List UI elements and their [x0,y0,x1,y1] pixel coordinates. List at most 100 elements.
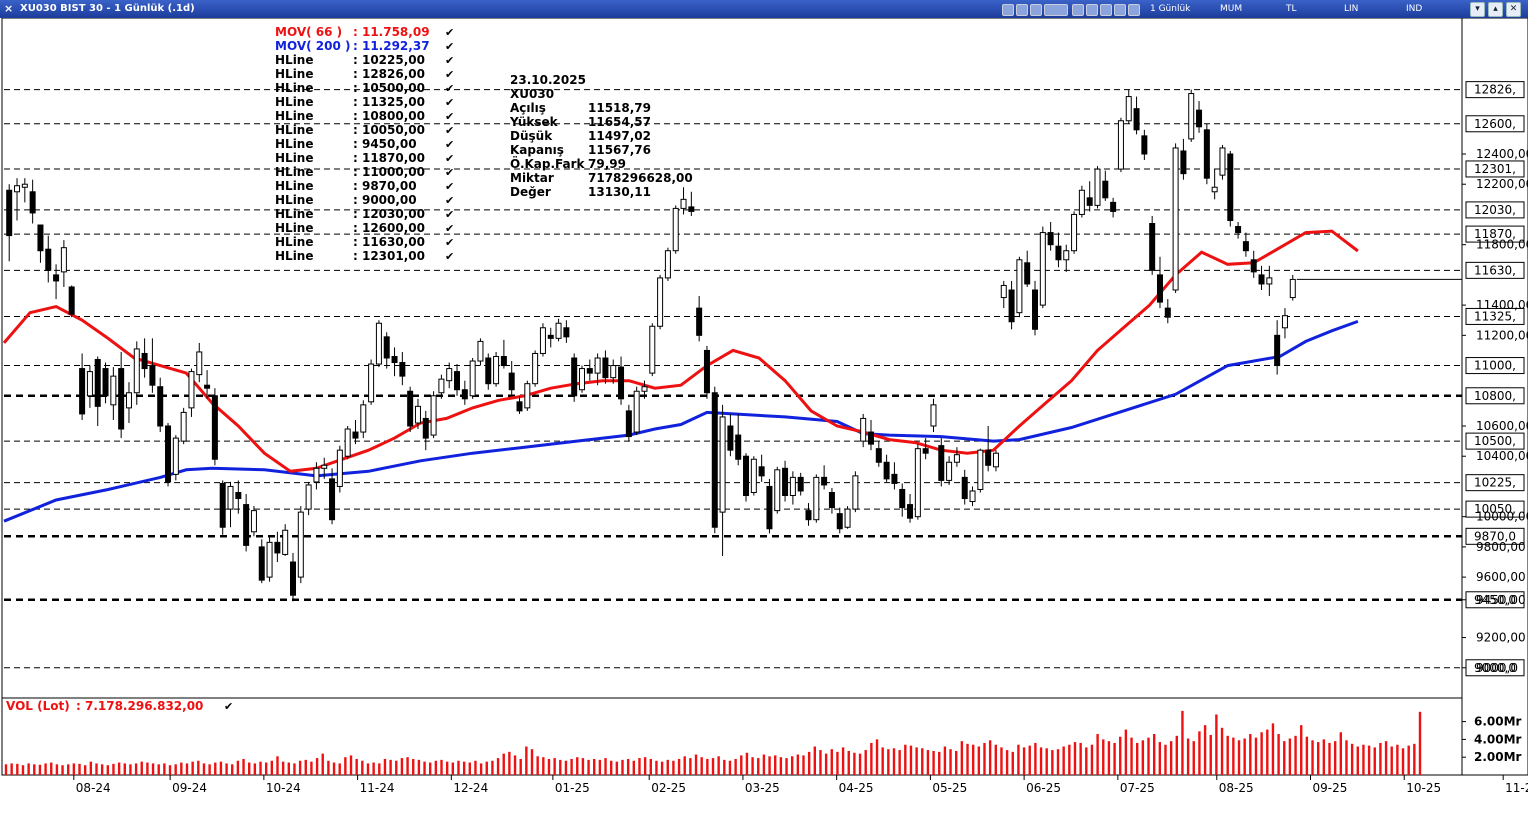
candle-body [477,340,484,362]
info-label: Kapanış [510,143,564,157]
volume-bar [1011,751,1014,775]
candle-body [1125,96,1132,122]
candle-body [758,466,765,477]
volume-bar [191,761,194,775]
volume-bar [1113,742,1116,775]
volume-bar [875,739,879,775]
y-tick-label: 9800,00 [1476,540,1526,554]
volume-bar [819,750,822,775]
arrow-icon[interactable] [1100,4,1112,16]
hline-axis-label: 11870, [1474,227,1516,241]
legend-label: HLine [275,109,313,123]
volume-bar [626,758,630,775]
volume-bar [304,759,307,775]
draw-icon[interactable] [1030,4,1042,16]
candle-body [227,485,234,510]
volume-bar [1232,737,1235,775]
candle-body [555,322,562,339]
candle-body [891,473,898,484]
candle-body [344,428,351,457]
hline-axis-label: 10500, [1474,434,1516,448]
minimize-button[interactable]: ▾ [1470,2,1485,17]
volume-bar [1396,744,1399,775]
settings-icon[interactable] [1016,4,1028,16]
volume-bar [33,764,36,775]
close-button[interactable]: ✕ [1506,2,1521,17]
legend-value: : 10800,00 [353,109,425,123]
more-icon[interactable] [1128,4,1140,16]
interval-button[interactable]: 1 Günlük [1150,4,1191,14]
volume-bar [44,763,47,775]
volume-bar [915,747,918,775]
volume-bar [587,759,590,775]
close-window-icon[interactable]: × [4,2,14,15]
volume-bar [361,760,364,775]
candle-body [266,541,273,578]
volume-bar [1017,744,1020,775]
candle-body [985,449,992,466]
volume-bar [593,758,596,775]
x-tick-label: 11-25 [1505,781,1528,795]
legend-label: HLine [275,123,313,137]
volume-bar [904,744,907,775]
candle-body [68,286,75,315]
currency-button[interactable]: TL [1286,4,1297,14]
indicator-button[interactable]: IND [1406,4,1423,14]
candle-body [14,185,21,193]
candle-body [813,476,820,521]
volume-bar [1141,740,1145,775]
candle-body [782,467,789,497]
volume-bar [1339,732,1343,775]
maximize-button[interactable]: ▴ [1488,2,1503,17]
volume-bar [366,763,370,775]
volume-bar [197,760,200,775]
zoom-icon[interactable] [1086,4,1098,16]
volume-bar [1068,744,1071,775]
hline-axis-box [1465,474,1525,492]
volume-bar [1107,741,1111,775]
period-selector-icon[interactable] [1044,4,1068,16]
volume-bar [1005,750,1009,775]
volume-bar [898,750,901,775]
candle-body [844,508,851,528]
volume-bar [700,757,703,775]
candle-body [922,448,929,454]
scale-button[interactable]: LIN [1344,4,1359,14]
legend-check-icon: ✔ [445,236,454,249]
candle-body [438,378,445,394]
volume-bar [4,764,8,775]
candle-body [539,327,546,354]
volume-bar [881,747,884,775]
hline-axis-box [1465,81,1525,99]
price-chart[interactable]: 10225, 12826, 10500, 11325, 10800, 10050, 9450… [0,18,1528,815]
nav-icon[interactable] [1114,4,1126,16]
volume-bar [276,756,279,775]
candle-body [454,371,461,391]
volume-bar [762,754,766,775]
candle-body [1047,232,1054,246]
volume-bar [496,758,500,775]
candle-body [360,404,367,433]
info-value: 7178296628,00 [588,171,693,185]
candle-body [1180,150,1187,175]
volume-bar [1271,723,1275,775]
hline-axis-label: 12301, [1474,162,1516,176]
volume-bar [768,756,771,775]
legend-value: : 11000,00 [353,165,425,179]
volume-bar [451,762,455,775]
candle-body [1227,153,1234,221]
volume-bar [774,755,777,775]
chart-type-button[interactable]: MUM [1220,4,1243,14]
volume-bar [1226,735,1229,775]
y-tick-label: 9000,0 [1476,661,1518,675]
volume-bar [1209,734,1212,775]
volume-bar [530,749,534,775]
candle-body [867,431,874,445]
volume-bar [112,763,115,775]
list-icon[interactable] [1072,4,1084,16]
chart-icon[interactable] [1002,4,1014,16]
volume-bar [677,758,681,775]
volume-bar [1022,747,1026,775]
volume-bar [666,759,669,775]
candle-body [516,401,523,412]
